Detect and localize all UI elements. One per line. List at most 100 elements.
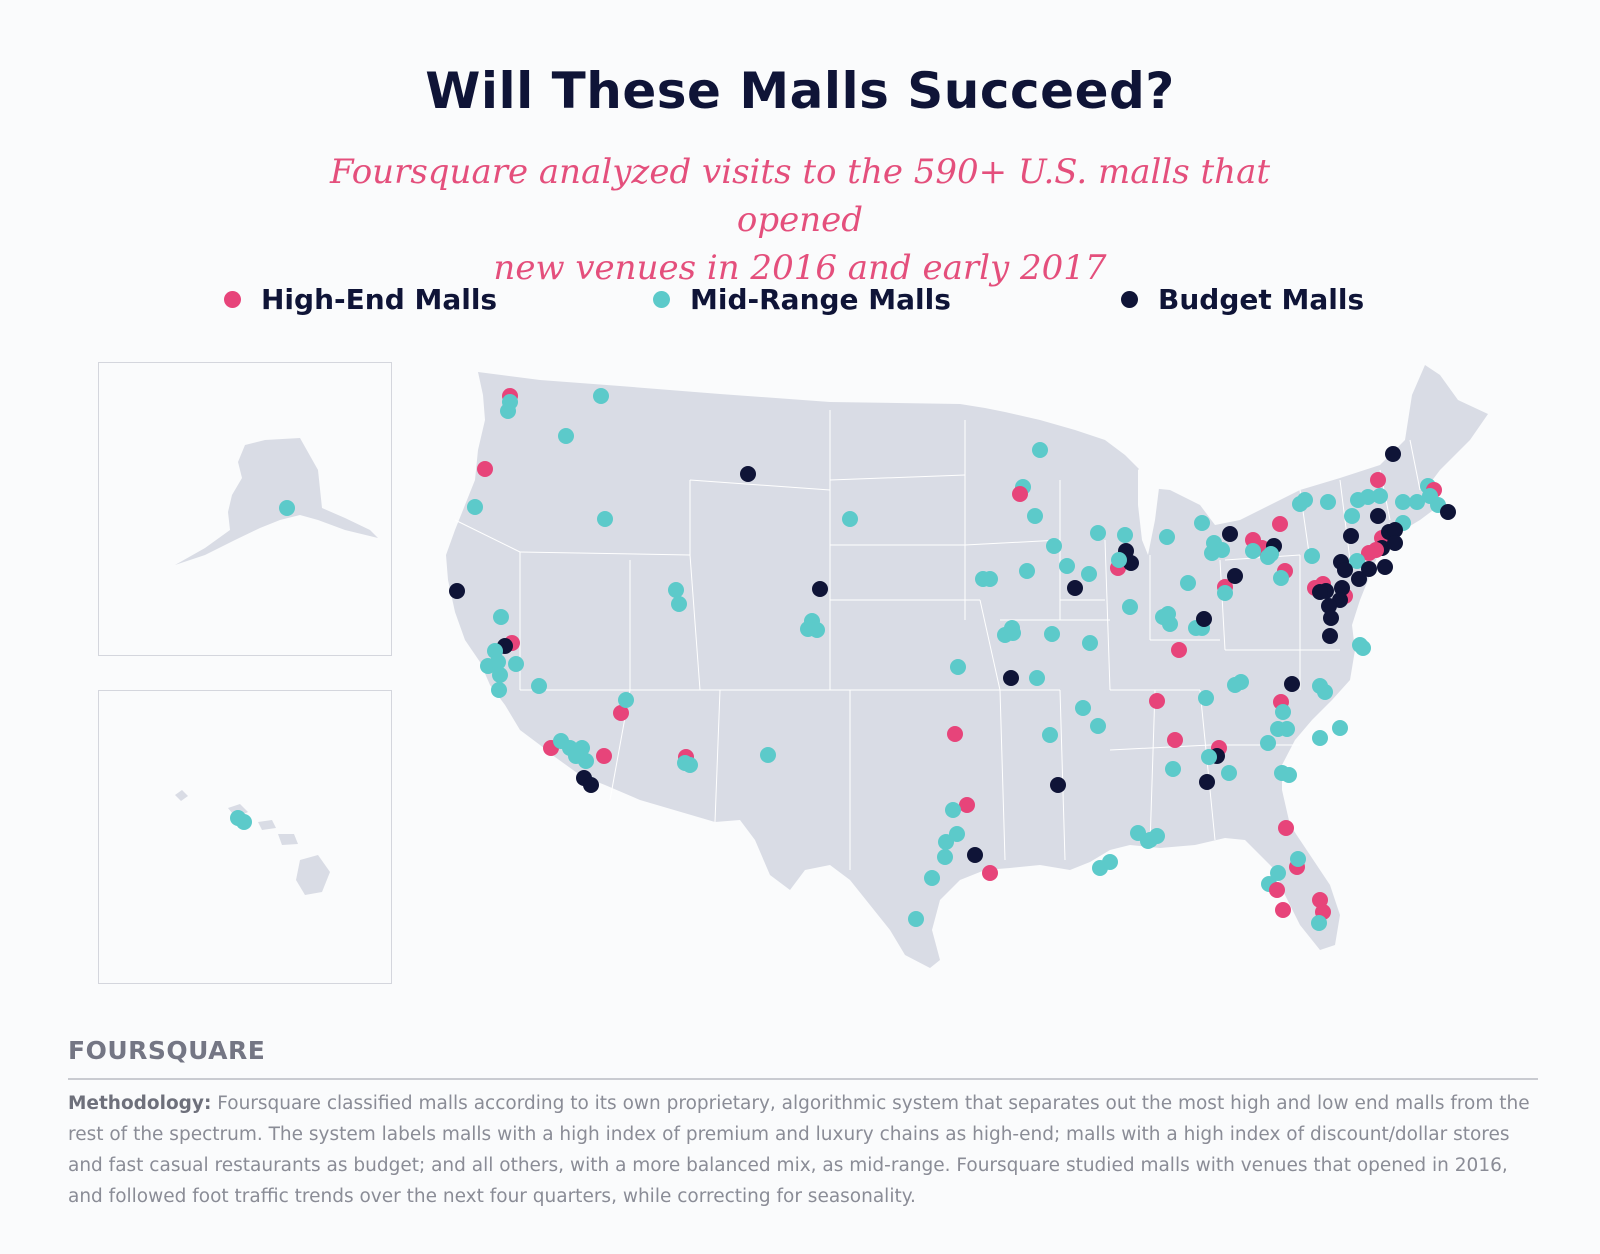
mid-range-mall-marker xyxy=(924,870,940,886)
high-end-mall-marker xyxy=(1278,820,1294,836)
mid-range-mall-marker xyxy=(1349,553,1365,569)
map-legend: High-End Malls Mid-Range Malls Budget Ma… xyxy=(0,283,1600,323)
budget-mall-marker xyxy=(1387,535,1403,551)
budget-mall-marker xyxy=(1312,584,1328,600)
budget-mall-marker xyxy=(1196,611,1212,627)
mid-range-mall-marker xyxy=(1090,525,1106,541)
budget-mall-marker xyxy=(1322,628,1338,644)
mid-range-mall-marker xyxy=(809,622,825,638)
high-end-mall-marker xyxy=(1361,545,1377,561)
footer-divider xyxy=(68,1078,1538,1080)
methodology-label: Methodology: xyxy=(68,1093,212,1114)
mid-range-mall-marker xyxy=(1317,684,1333,700)
mid-range-mall-marker xyxy=(1311,915,1327,931)
mid-range-mall-marker xyxy=(500,403,516,419)
mid-range-mall-marker xyxy=(1221,765,1237,781)
budget-mall-marker xyxy=(1387,522,1403,538)
legend-item-high-end: High-End Malls xyxy=(224,283,497,316)
legend-label-mid-range: Mid-Range Malls xyxy=(690,283,951,316)
mid-range-mall-marker xyxy=(1180,575,1196,591)
mid-range-mall-marker xyxy=(671,596,687,612)
mid-range-mall-marker xyxy=(1159,529,1175,545)
budget-mall-marker xyxy=(1385,446,1401,462)
budget-mall-marker xyxy=(1321,598,1337,614)
budget-mall-marker xyxy=(1334,580,1350,596)
mid-range-mall-marker xyxy=(949,826,965,842)
high-end-mall-marker xyxy=(1167,732,1183,748)
mid-range-mall-marker xyxy=(760,747,776,763)
mid-range-mall-marker xyxy=(937,849,953,865)
budget-mall-marker xyxy=(583,777,599,793)
budget-mall-marker xyxy=(1361,561,1377,577)
high-end-mall-marker xyxy=(613,705,629,721)
high-end-mall-marker xyxy=(1269,882,1285,898)
mid-range-mall-marker xyxy=(493,609,509,625)
mid-range-mall-marker xyxy=(1046,538,1062,554)
mid-range-mall-marker xyxy=(1027,508,1043,524)
mid-range-mall-marker xyxy=(1233,674,1249,690)
budget-mall-marker xyxy=(449,583,465,599)
mid-range-mall-marker xyxy=(682,757,698,773)
mid-range-mall-marker xyxy=(1198,690,1214,706)
mid-range-mall-marker xyxy=(1029,670,1045,686)
alaska-shape xyxy=(175,438,378,565)
mid-range-mall-marker xyxy=(1355,640,1371,656)
mid-range-mall-marker xyxy=(842,511,858,527)
budget-mall-marker xyxy=(1343,528,1359,544)
mid-range-mall-marker xyxy=(1297,492,1313,508)
mid-range-mall-marker xyxy=(1360,489,1376,505)
high-end-mall-marker xyxy=(1272,516,1288,532)
high-end-dot-icon xyxy=(224,291,241,308)
great-lakes-michigan-water xyxy=(1138,458,1160,555)
subtitle-line-1: Foursquare analyzed visits to the 590+ U… xyxy=(329,152,1271,240)
mid-range-mall-marker xyxy=(1111,552,1127,568)
mid-range-mall-marker xyxy=(1312,730,1328,746)
mid-range-mall-marker xyxy=(558,428,574,444)
mid-range-mall-marker xyxy=(1081,566,1097,582)
mid-range-mall-marker xyxy=(531,678,547,694)
mid-range-mall-marker xyxy=(1217,585,1233,601)
budget-mall-marker xyxy=(1227,568,1243,584)
mid-range-mall-marker xyxy=(1395,494,1411,510)
budget-mall-marker xyxy=(1222,526,1238,542)
budget-mall-marker xyxy=(1323,610,1339,626)
mid-range-mall-marker xyxy=(597,511,613,527)
mid-range-mall-marker xyxy=(618,692,634,708)
legend-item-mid-range: Mid-Range Malls xyxy=(653,283,951,316)
mid-range-mall-marker xyxy=(1044,626,1060,642)
mid-range-mall-marker xyxy=(1279,721,1295,737)
mid-range-mall-marker xyxy=(945,802,961,818)
mid-range-mall-marker xyxy=(1140,833,1156,849)
mid-range-mall-marker xyxy=(1372,488,1388,504)
budget-mall-marker xyxy=(1067,580,1083,596)
legend-label-high-end: High-End Malls xyxy=(261,283,498,316)
mid-range-mall-marker xyxy=(1270,865,1286,881)
high-end-mall-marker xyxy=(1312,892,1328,908)
high-end-mall-marker xyxy=(477,461,493,477)
budget-mall-marker xyxy=(1284,676,1300,692)
budget-mall-marker xyxy=(967,847,983,863)
contiguous-us-land xyxy=(446,365,1488,968)
mid-range-mall-marker xyxy=(1032,442,1048,458)
legend-item-budget: Budget Malls xyxy=(1121,283,1364,316)
mid-range-mall-marker xyxy=(1155,609,1171,625)
mid-range-mall-marker xyxy=(908,911,924,927)
budget-mall-marker xyxy=(1199,774,1215,790)
mid-range-mall-marker xyxy=(1204,545,1220,561)
high-end-mall-marker xyxy=(596,748,612,764)
foursquare-logo: FOURSQUARE xyxy=(68,1036,266,1065)
page-title: Will These Malls Succeed? xyxy=(425,62,1175,120)
budget-mall-marker xyxy=(1377,559,1393,575)
mid-range-mall-marker xyxy=(1344,508,1360,524)
high-end-mall-marker xyxy=(1275,902,1291,918)
mid-range-mall-marker xyxy=(1005,625,1021,641)
mid-range-mall-marker xyxy=(1059,558,1075,574)
page-subtitle: Foursquare analyzed visits to the 590+ U… xyxy=(300,148,1300,292)
budget-mall-marker xyxy=(1123,555,1139,571)
high-end-mall-marker xyxy=(1171,642,1187,658)
mid-range-mall-marker xyxy=(1304,548,1320,564)
budget-mall-marker xyxy=(1370,508,1386,524)
high-end-mall-marker xyxy=(982,865,998,881)
mid-range-mall-marker xyxy=(1194,515,1210,531)
mid-range-mall-marker xyxy=(950,659,966,675)
